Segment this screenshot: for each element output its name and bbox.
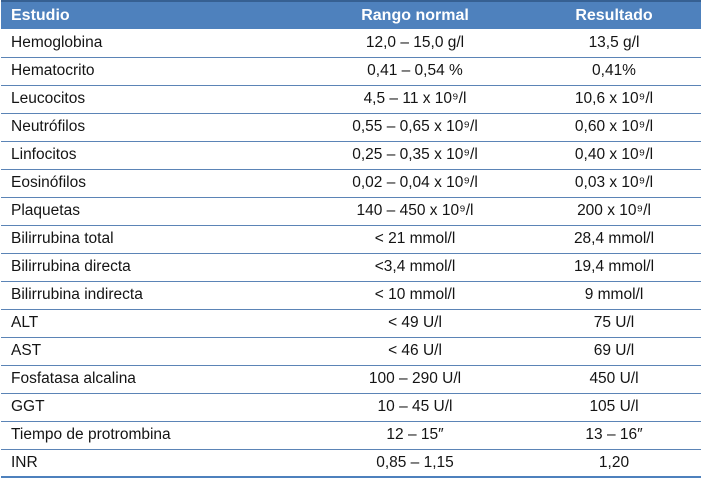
cell-estudio: Bilirrubina directa bbox=[1, 253, 303, 282]
table-row: INR 0,85 – 1,15 1,20 bbox=[1, 449, 701, 478]
cell-rango: 0,25 – 0,35 x 10⁹/l bbox=[303, 141, 527, 170]
cell-resultado: 69 U/l bbox=[527, 337, 701, 366]
cell-rango: 140 – 450 x 10⁹/l bbox=[303, 197, 527, 226]
table-body: Hemoglobina 12,0 – 15,0 g/l 13,5 g/l Hemato… bbox=[1, 29, 701, 478]
cell-resultado: 13 – 16″ bbox=[527, 421, 701, 450]
cell-estudio: Eosinófilos bbox=[1, 169, 303, 198]
table-row: Bilirrubina directa <3,4 mmol/l 19,4 mmol/… bbox=[1, 253, 701, 282]
cell-estudio: Neutrófilos bbox=[1, 113, 303, 142]
table-row: Eosinófilos 0,02 – 0,04 x 10⁹/l 0,03 x 10⁹… bbox=[1, 169, 701, 198]
table-row: Bilirrubina indirecta < 10 mmol/l 9 mmol/l bbox=[1, 281, 701, 310]
cell-rango: < 10 mmol/l bbox=[303, 281, 527, 310]
cell-resultado: 0,40 x 10⁹/l bbox=[527, 141, 701, 170]
cell-estudio: ALT bbox=[1, 309, 303, 338]
cell-rango: 0,41 – 0,54 % bbox=[303, 57, 527, 86]
column-header-rango-normal: Rango normal bbox=[303, 0, 527, 29]
header-row: Estudio Rango normal Resultado bbox=[1, 0, 701, 29]
cell-estudio: Linfocitos bbox=[1, 141, 303, 170]
cell-rango: <3,4 mmol/l bbox=[303, 253, 527, 282]
table-row: Plaquetas 140 – 450 x 10⁹/l 200 x 10⁹/l bbox=[1, 197, 701, 226]
table-row: GGT 10 – 45 U/l 105 U/l bbox=[1, 393, 701, 422]
cell-estudio: Leucocitos bbox=[1, 85, 303, 114]
cell-rango: 100 – 290 U/l bbox=[303, 365, 527, 394]
cell-resultado: 200 x 10⁹/l bbox=[527, 197, 701, 226]
cell-rango: 4,5 – 11 x 10⁹/l bbox=[303, 85, 527, 114]
table-row: Leucocitos 4,5 – 11 x 10⁹/l 10,6 x 10⁹/l bbox=[1, 85, 701, 114]
table-row: Hematocrito 0,41 – 0,54 % 0,41% bbox=[1, 57, 701, 86]
cell-estudio: GGT bbox=[1, 393, 303, 422]
cell-rango: 12,0 – 15,0 g/l bbox=[303, 29, 527, 58]
cell-rango: < 21 mmol/l bbox=[303, 225, 527, 254]
cell-resultado: 75 U/l bbox=[527, 309, 701, 338]
cell-resultado: 28,4 mmol/l bbox=[527, 225, 701, 254]
cell-estudio: Tiempo de protrombina bbox=[1, 421, 303, 450]
table-row: AST < 46 U/l 69 U/l bbox=[1, 337, 701, 366]
cell-rango: 12 – 15″ bbox=[303, 421, 527, 450]
cell-estudio: Bilirrubina indirecta bbox=[1, 281, 303, 310]
cell-resultado: 105 U/l bbox=[527, 393, 701, 422]
column-header-resultado: Resultado bbox=[527, 0, 701, 29]
table-row: Tiempo de protrombina 12 – 15″ 13 – 16″ bbox=[1, 421, 701, 450]
cell-estudio: Bilirrubina total bbox=[1, 225, 303, 254]
table-row: ALT < 49 U/l 75 U/l bbox=[1, 309, 701, 338]
cell-resultado: 13,5 g/l bbox=[527, 29, 701, 58]
cell-rango: < 46 U/l bbox=[303, 337, 527, 366]
cell-rango: < 49 U/l bbox=[303, 309, 527, 338]
cell-resultado: 0,41% bbox=[527, 57, 701, 86]
table-row: Bilirrubina total < 21 mmol/l 28,4 mmol/l bbox=[1, 225, 701, 254]
table-row: Linfocitos 0,25 – 0,35 x 10⁹/l 0,40 x 10⁹/… bbox=[1, 141, 701, 170]
cell-resultado: 1,20 bbox=[527, 449, 701, 478]
table-row: Fosfatasa alcalina 100 – 290 U/l 450 U/l bbox=[1, 365, 701, 394]
cell-resultado: 19,4 mmol/l bbox=[527, 253, 701, 282]
cell-rango: 0,55 – 0,65 x 10⁹/l bbox=[303, 113, 527, 142]
cell-resultado: 10,6 x 10⁹/l bbox=[527, 85, 701, 114]
cell-rango: 10 – 45 U/l bbox=[303, 393, 527, 422]
cell-estudio: Hemoglobina bbox=[1, 29, 303, 58]
cell-estudio: Fosfatasa alcalina bbox=[1, 365, 303, 394]
table-row: Hemoglobina 12,0 – 15,0 g/l 13,5 g/l bbox=[1, 29, 701, 58]
cell-estudio: AST bbox=[1, 337, 303, 366]
table-row: Neutrófilos 0,55 – 0,65 x 10⁹/l 0,60 x 10⁹… bbox=[1, 113, 701, 142]
cell-estudio: Plaquetas bbox=[1, 197, 303, 226]
cell-resultado: 9 mmol/l bbox=[527, 281, 701, 310]
cell-resultado: 0,03 x 10⁹/l bbox=[527, 169, 701, 198]
column-header-estudio: Estudio bbox=[1, 0, 303, 29]
cell-rango: 0,02 – 0,04 x 10⁹/l bbox=[303, 169, 527, 198]
cell-rango: 0,85 – 1,15 bbox=[303, 449, 527, 478]
cell-estudio: INR bbox=[1, 449, 303, 478]
cell-resultado: 450 U/l bbox=[527, 365, 701, 394]
cell-estudio: Hematocrito bbox=[1, 57, 303, 86]
cell-resultado: 0,60 x 10⁹/l bbox=[527, 113, 701, 142]
table-header: Estudio Rango normal Resultado bbox=[1, 0, 701, 29]
